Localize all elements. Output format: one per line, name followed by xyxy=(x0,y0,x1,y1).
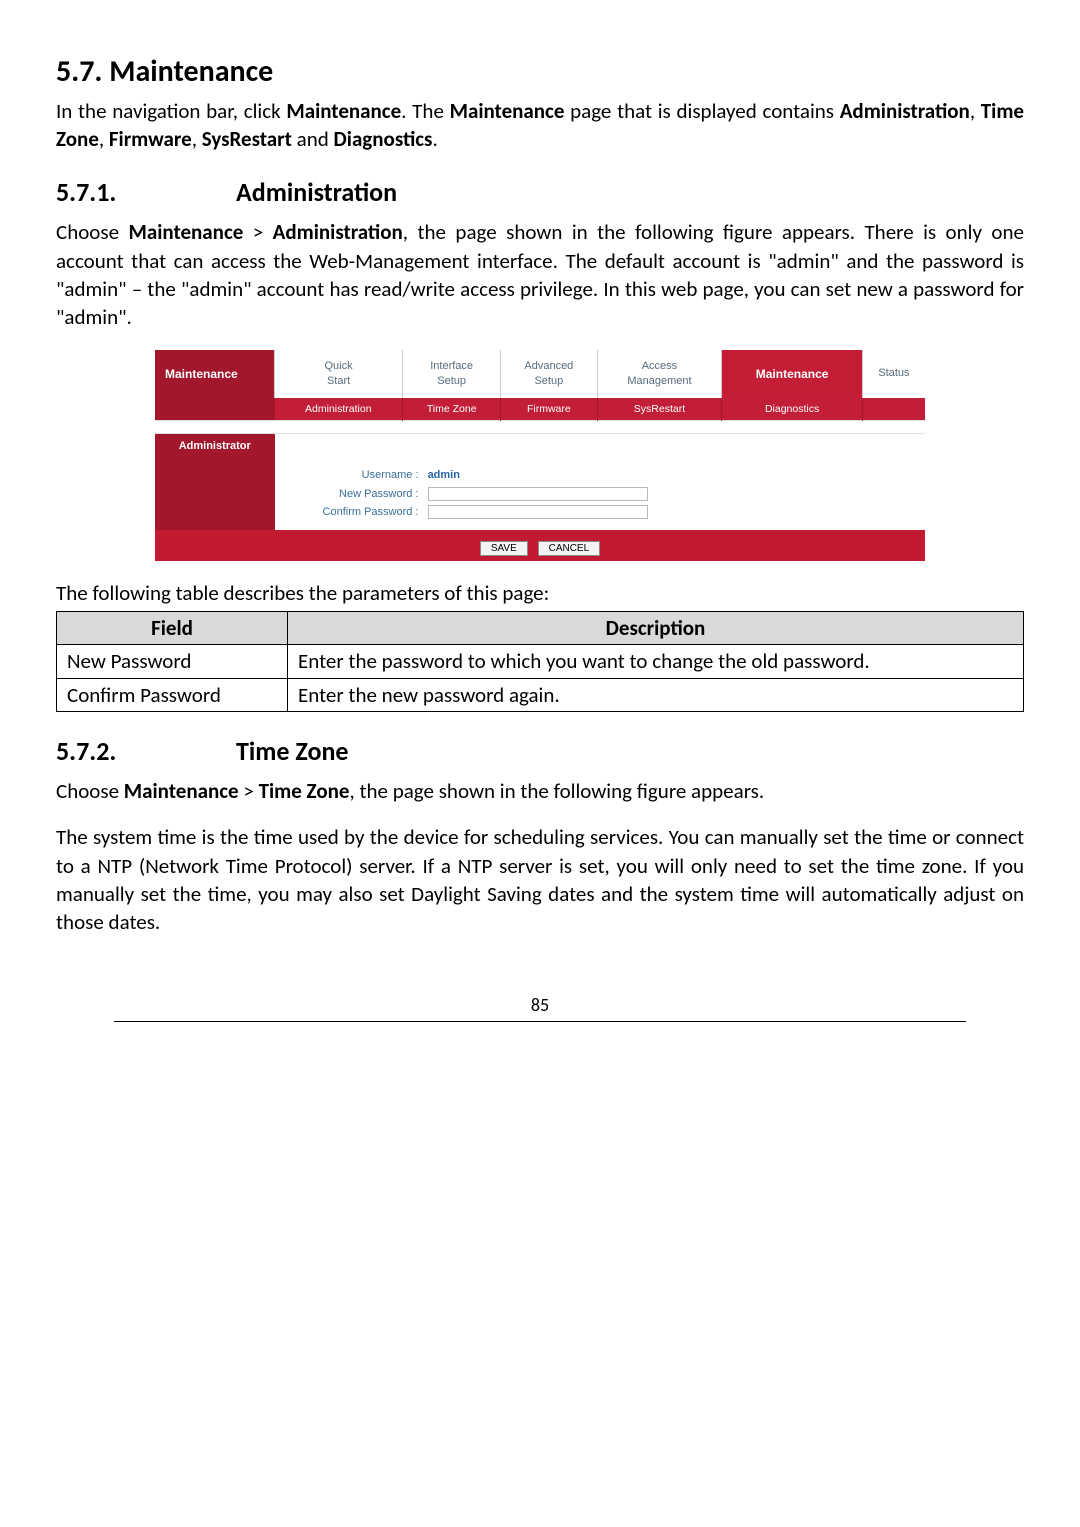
save-button[interactable]: SAVE xyxy=(480,541,528,556)
table-header-description: Description xyxy=(288,611,1024,644)
parameters-table: Field Description New Password Enter the… xyxy=(56,611,1024,712)
subtab-sysrestart[interactable]: SysRestart xyxy=(597,398,722,421)
sidebar-label: Maintenance xyxy=(155,350,275,398)
section-title: Maintenance xyxy=(109,53,273,90)
username-value: admin xyxy=(428,469,460,481)
table-row: New Password Enter the password to which… xyxy=(57,645,1024,678)
subtab-administration[interactable]: Administration xyxy=(275,398,403,421)
tab-advanced-setup[interactable]: Advanced Setup xyxy=(501,350,597,398)
username-label: Username : xyxy=(281,468,419,483)
subsection-2-title: Time Zone xyxy=(236,735,349,767)
subsection-2-paragraph-2: The system time is the time used by the … xyxy=(56,823,1024,936)
new-password-label: New Password : xyxy=(281,487,419,502)
tab-maintenance[interactable]: Maintenance xyxy=(722,350,863,398)
section-heading: 5.7. Maintenance xyxy=(56,52,1024,93)
subsection-2-heading: 5.7.2.Time Zone xyxy=(56,734,1024,769)
subsection-2-number: 5.7.2. xyxy=(56,734,236,769)
top-nav-row: Maintenance Quick Start Interface Setup … xyxy=(155,350,925,398)
new-password-row: New Password : xyxy=(275,485,926,504)
subsection-1-number: 5.7.1. xyxy=(56,175,236,210)
table-intro-text: The following table describes the parame… xyxy=(56,579,1024,607)
admin-screenshot: Maintenance Quick Start Interface Setup … xyxy=(155,350,925,561)
new-password-input[interactable] xyxy=(428,487,648,501)
subtab-diagnostics[interactable]: Diagnostics xyxy=(722,398,863,421)
table-row: Confirm Password Enter the new password … xyxy=(57,678,1024,711)
tab-interface-setup[interactable]: Interface Setup xyxy=(403,350,501,398)
tab-access-management[interactable]: Access Management xyxy=(597,350,722,398)
confirm-password-label: Confirm Password : xyxy=(281,505,419,520)
description-cell: Enter the new password again. xyxy=(288,678,1024,711)
button-bar: SAVE CANCEL xyxy=(155,530,925,560)
field-cell: New Password xyxy=(57,645,288,678)
sub-nav-row: Administration Time Zone Firmware SysRes… xyxy=(155,398,925,421)
subtab-time-zone[interactable]: Time Zone xyxy=(403,398,501,421)
page-number: 85 xyxy=(56,993,1024,1017)
footer-rule xyxy=(114,1021,966,1022)
subsection-1-heading: 5.7.1.Administration xyxy=(56,175,1024,210)
field-cell: Confirm Password xyxy=(57,678,288,711)
username-row: Username : admin xyxy=(275,466,926,485)
panel-title: Administrator xyxy=(155,433,275,460)
subsection-2-paragraph-1: Choose Maintenance > Time Zone, the page… xyxy=(56,777,1024,805)
description-cell: Enter the password to which you want to … xyxy=(288,645,1024,678)
tab-status[interactable]: Status xyxy=(862,350,925,398)
subtab-firmware[interactable]: Firmware xyxy=(501,398,597,421)
confirm-password-input[interactable] xyxy=(428,505,648,519)
cancel-button[interactable]: CANCEL xyxy=(538,541,601,556)
section-number: 5.7. xyxy=(56,53,102,90)
confirm-password-row: Confirm Password : xyxy=(275,503,926,522)
subsection-1-paragraph: Choose Maintenance > Administration, the… xyxy=(56,218,1024,331)
subsection-1-title: Administration xyxy=(236,176,397,208)
intro-paragraph: In the navigation bar, click Maintenance… xyxy=(56,97,1024,154)
tab-quick-start[interactable]: Quick Start xyxy=(275,350,403,398)
table-header-field: Field xyxy=(57,611,288,644)
